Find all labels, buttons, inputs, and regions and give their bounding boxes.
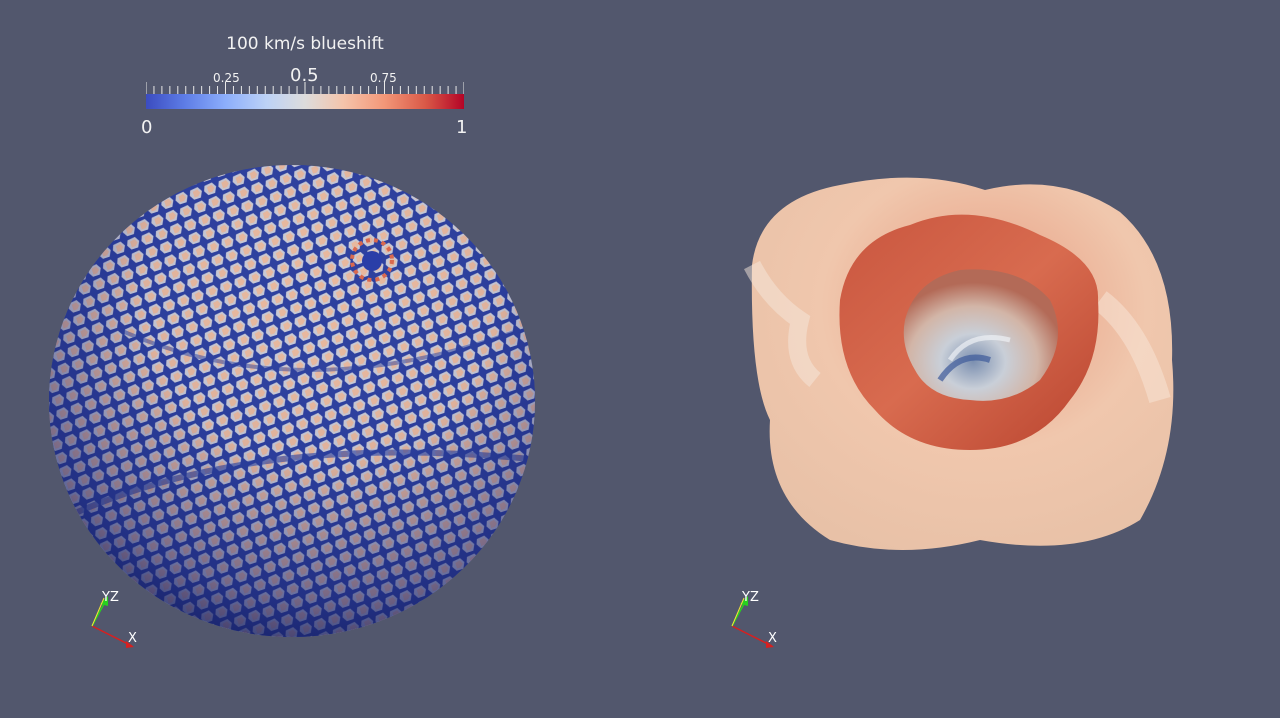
axis-label-x: X <box>768 631 777 646</box>
right-render-viewport[interactable]: YZ X <box>640 0 1280 718</box>
cavity-surface-render[interactable] <box>640 0 1280 718</box>
orientation-axes-right: YZ X <box>726 586 806 656</box>
colorbar-tick-0-5: 0.5 <box>290 65 319 86</box>
sphere-render[interactable] <box>0 0 640 718</box>
axis-label-x: X <box>128 631 137 646</box>
left-render-viewport[interactable]: 100 km/s blueshift 0.25 0.5 0.75 0 1 <box>0 0 640 718</box>
colorbar-title: 100 km/s blueshift <box>226 34 384 54</box>
colorbar-max-label: 1 <box>456 117 468 138</box>
axis-label-yz: YZ <box>102 590 119 605</box>
axis-label-yz: YZ <box>742 590 759 605</box>
colorbar-min-label: 0 <box>141 117 153 138</box>
colorbar-gradient <box>146 94 464 109</box>
sphere-hotspot-ring <box>350 238 394 282</box>
colorbar-tick-0-75: 0.75 <box>370 71 397 85</box>
sphere-hotspot <box>362 251 382 271</box>
colorbar-tick-marks <box>146 82 464 94</box>
orientation-axes-left: YZ X <box>86 586 166 656</box>
colorbar-tick-0-25: 0.25 <box>213 71 240 85</box>
